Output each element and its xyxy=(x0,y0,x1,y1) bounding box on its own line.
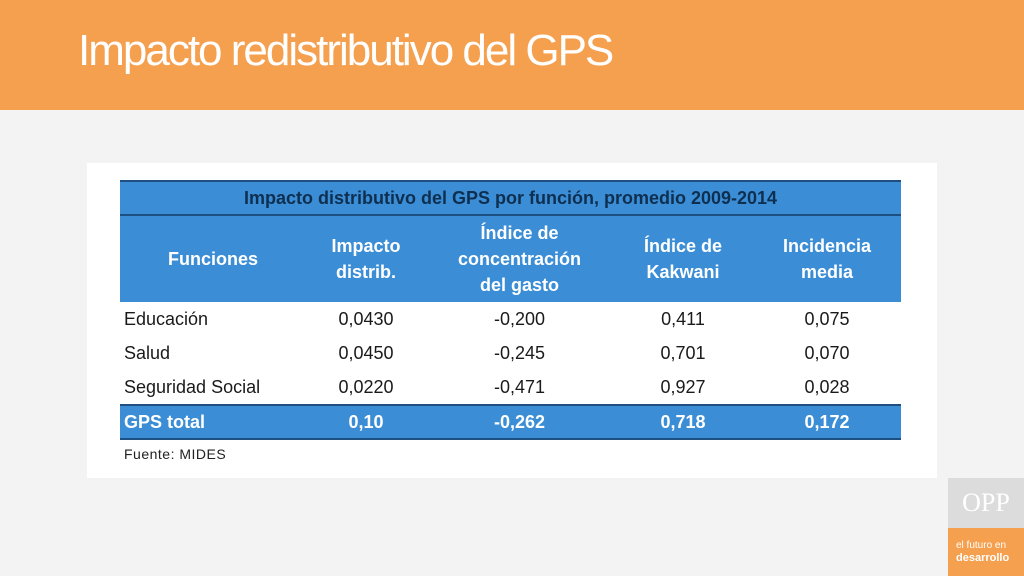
cell-concentracion: -0,245 xyxy=(493,342,546,363)
table-row: Salud 0,0450 -0,245 0,701 0,070 xyxy=(120,336,901,370)
header-concentracion: Índice de concentración del gasto xyxy=(426,216,613,302)
cell-kakwani: 0,927 xyxy=(660,376,706,397)
header-incidencia: Incidencia media xyxy=(753,216,901,302)
header-impacto-text: Impacto distrib. xyxy=(331,236,401,282)
cell-kakwani: 0,411 xyxy=(661,308,705,329)
tagline-line2: desarrollo xyxy=(956,552,1010,564)
table-row: Seguridad Social 0,0220 -0,471 0,927 0,0… xyxy=(120,370,901,404)
cell-impacto: 0,0220 xyxy=(338,376,394,397)
tagline-line1: el futuro en xyxy=(956,540,1007,551)
total-concentracion: -0,262 xyxy=(493,411,546,432)
table-source: Fuente: MIDES xyxy=(124,446,227,462)
cell-concentracion: -0,471 xyxy=(493,376,546,397)
cell-incidencia: 0,028 xyxy=(804,376,850,397)
header-kakwani: Índice de Kakwani xyxy=(613,216,753,302)
header-kakwani-text: Índice de Kakwani xyxy=(643,236,723,282)
total-label: GPS total xyxy=(124,411,206,432)
total-incidencia: 0,172 xyxy=(804,411,850,432)
table-caption: Impacto distributivo del GPS por función… xyxy=(120,180,901,216)
cell-funcion: Seguridad Social xyxy=(124,376,261,397)
table-row: Educación 0,0430 -0,200 0,411 0,075 xyxy=(120,302,901,336)
header-incidencia-text: Incidencia media xyxy=(782,236,872,282)
cell-kakwani: 0,701 xyxy=(660,342,706,363)
total-impacto: 0,10 xyxy=(348,411,384,432)
cell-concentracion: -0,200 xyxy=(493,308,546,329)
header-bar: Impacto redistributivo del GPS xyxy=(0,0,1024,110)
table-header-row: Funciones Impacto distrib. Índice de con… xyxy=(120,216,901,302)
header-impacto: Impacto distrib. xyxy=(306,216,426,302)
cell-funcion: Salud xyxy=(124,342,171,363)
header-funciones: Funciones xyxy=(167,249,258,269)
tagline-badge: el futuro en desarrollo xyxy=(948,528,1024,576)
cell-funcion: Educación xyxy=(124,308,209,329)
cell-incidencia: 0,070 xyxy=(804,342,850,363)
cell-impacto: 0,0430 xyxy=(338,308,394,329)
cell-incidencia: 0,075 xyxy=(804,308,850,329)
opp-logo: OPP xyxy=(948,478,1024,528)
header-concentracion-text: Índice de concentración del gasto xyxy=(457,223,582,295)
cell-impacto: 0,0450 xyxy=(338,342,394,363)
slide-title: Impacto redistributivo del GPS xyxy=(78,26,614,75)
data-table: Impacto distributivo del GPS por función… xyxy=(120,180,901,462)
total-kakwani: 0,718 xyxy=(660,411,706,432)
table-total-row: GPS total 0,10 -0,262 0,718 0,172 xyxy=(120,404,901,440)
